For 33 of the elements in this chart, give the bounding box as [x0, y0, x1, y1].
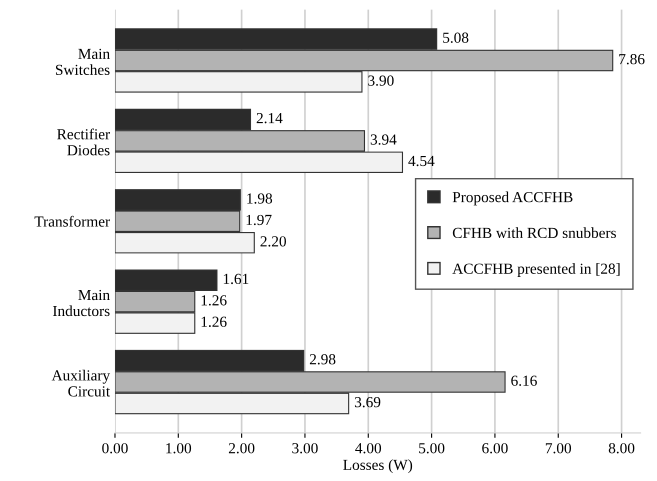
y-tick-label: Rectifier Diodes	[57, 128, 110, 156]
data-label: 4.54	[408, 156, 435, 166]
x-tick-label: 2.00	[228, 443, 254, 454]
data-label: 2.20	[260, 236, 286, 247]
data-label: 1.98	[247, 193, 272, 204]
data-label: 2.98	[310, 354, 336, 364]
data-label: 5.08	[443, 32, 468, 43]
x-tick-label: 8.00	[608, 443, 634, 454]
x-axis-title: Losses (W)	[343, 459, 412, 474]
data-label: 1.97	[246, 214, 272, 226]
x-tick-label: 6.00	[482, 443, 508, 454]
data-label: 3.90	[368, 75, 394, 86]
data-label: 7.86	[619, 54, 645, 64]
x-tick-label: 7.00	[546, 443, 572, 454]
legend-label: CFHB with RCD snubbers	[452, 227, 616, 238]
data-label: 2.14	[256, 112, 283, 124]
data-label: 3.94	[370, 134, 397, 145]
x-tick-label: 3.00	[292, 443, 318, 454]
y-tick-label: Main Inductors	[52, 290, 110, 316]
x-tick-label: 1.00	[166, 443, 192, 454]
legend-label: Proposed ACCFHB	[452, 192, 572, 206]
data-label: 1.26	[202, 295, 227, 306]
y-tick-label: Transformer	[34, 216, 110, 227]
data-label: 6.16	[511, 376, 537, 386]
y-tick-label: Auxiliary Circuit	[52, 370, 110, 397]
data-label: 3.69	[354, 397, 380, 408]
x-tick-label: 4.00	[355, 443, 382, 454]
y-tick-label: Main Switches	[56, 48, 110, 75]
x-tick-label: 5.00	[419, 443, 444, 454]
data-label: 1.26	[202, 316, 227, 327]
x-tick-label: 0.00	[102, 443, 128, 454]
legend-label: ACCFHB presented in [28]	[452, 263, 620, 277]
data-label: 1.61	[224, 274, 248, 284]
